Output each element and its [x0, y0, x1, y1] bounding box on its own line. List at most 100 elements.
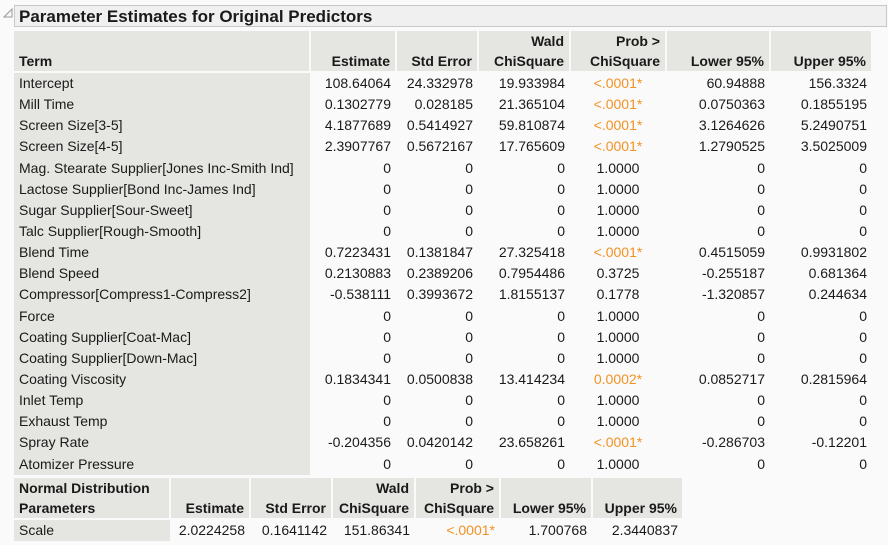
- collapse-triangle-icon[interactable]: [3, 8, 13, 18]
- term-cell: Atomizer Pressure: [14, 453, 310, 475]
- value-cell: 24.332978: [406, 75, 473, 92]
- column-header[interactable]: Lower 95%: [666, 31, 771, 73]
- value-cell: 0.0420142: [406, 434, 473, 451]
- value-cell: 0.0002*: [593, 371, 643, 388]
- value-cell: 0: [557, 180, 565, 197]
- value-cell: 1.0000: [596, 455, 640, 472]
- table-row: Blend Time 0.7223431 0.1381847 27.325418 <.0…: [14, 242, 872, 264]
- table-row: Scale 2.0224258 0.1641142 151.86341 <.0001* 1…: [14, 519, 683, 542]
- table-row: Exhaust Temp 0 0 0 1.0000 0 0: [14, 411, 872, 433]
- value-cell: 2.3440837: [611, 522, 678, 539]
- value-cell: 0: [757, 223, 765, 240]
- value-cell: 0.0750363: [698, 96, 765, 113]
- value-cell: 0: [557, 223, 565, 240]
- value-cell: 0.1855195: [800, 96, 867, 113]
- column-header[interactable]: Term: [14, 31, 311, 73]
- value-cell: 0: [757, 349, 765, 366]
- column-header[interactable]: Lower 95%: [500, 478, 593, 520]
- value-cell: 17.765609: [498, 138, 565, 155]
- value-cell: 0: [465, 159, 473, 176]
- value-cell: 0.1302779: [324, 96, 391, 113]
- value-cell: 0: [557, 307, 565, 324]
- column-header-line: [176, 478, 244, 498]
- column-header-line: Parameters: [19, 500, 96, 516]
- value-cell: 1.0000: [596, 201, 640, 218]
- value-cell: 23.658261: [498, 434, 565, 451]
- column-header[interactable]: Estimate: [170, 478, 251, 520]
- value-cell: 0.7223431: [324, 244, 391, 261]
- value-cell: -0.12201: [811, 434, 867, 451]
- term-cell: Mag. Stearate Supplier[Jones Inc-Smith I…: [14, 157, 310, 179]
- value-cell: 1.0000: [596, 307, 640, 324]
- column-header[interactable]: Upper 95%: [770, 31, 873, 73]
- value-cell: 0.2130883: [324, 265, 391, 282]
- table-row: Force 0 0 0 1.0000 0 0: [14, 305, 872, 327]
- value-cell: 0: [465, 349, 473, 366]
- value-cell: 0.0852717: [698, 371, 765, 388]
- value-cell: 1.700768: [528, 522, 587, 539]
- value-cell: 0: [383, 455, 391, 472]
- value-cell: 0.3725: [596, 265, 640, 282]
- value-cell: 0: [465, 307, 473, 324]
- value-cell: <.0001*: [593, 117, 643, 134]
- value-cell: 0: [757, 180, 765, 197]
- value-cell: 0: [383, 307, 391, 324]
- column-header-line: Wald: [531, 33, 564, 49]
- value-cell: 0: [557, 328, 565, 345]
- value-cell: 0: [859, 455, 867, 472]
- value-cell: 0: [557, 201, 565, 218]
- value-cell: 0: [859, 413, 867, 430]
- value-cell: 0: [383, 392, 391, 409]
- value-cell: 0: [383, 413, 391, 430]
- column-header[interactable]: Prob > ChiSquare: [415, 478, 501, 520]
- value-cell: 0.2389206: [406, 265, 473, 282]
- value-cell: 0.4515059: [698, 244, 765, 261]
- term-cell: Coating Supplier[Down-Mac]: [14, 347, 310, 369]
- value-cell: 21.365104: [498, 96, 565, 113]
- term-cell: Coating Supplier[Coat-Mac]: [14, 326, 310, 348]
- table-row: Talc Supplier[Rough-Smooth] 0 0 0 1.0000 0 0: [14, 220, 872, 243]
- value-cell: 0.0500838: [406, 371, 473, 388]
- value-cell: 5.2490751: [800, 117, 867, 134]
- table-row: Screen Size[4-5] 2.3907767 0.5672167 17.765…: [14, 136, 872, 158]
- value-cell: 0: [859, 180, 867, 197]
- value-cell: 0.1641142: [261, 522, 327, 539]
- value-cell: 0: [557, 413, 565, 430]
- value-cell: 0: [465, 328, 473, 345]
- value-cell: <.0001*: [593, 96, 643, 113]
- column-header-line: ChiSquare: [493, 53, 564, 69]
- column-header-line: ChiSquare: [338, 500, 409, 516]
- term-cell: Talc Supplier[Rough-Smooth]: [14, 220, 310, 243]
- value-cell: 4.1877689: [324, 117, 391, 134]
- column-header[interactable]: Wald ChiSquare: [478, 31, 571, 73]
- table-row: Compressor[Compress1-Compress2] -0.538111…: [14, 284, 872, 306]
- value-cell: 19.933984: [498, 75, 565, 92]
- column-header[interactable]: Estimate: [310, 31, 397, 73]
- table-row: Mill Time 0.1302779 0.028185 21.365104 <.000…: [14, 94, 872, 116]
- value-cell: 0.1778: [596, 286, 640, 303]
- value-cell: 1.0000: [596, 328, 640, 345]
- value-cell: 0: [757, 392, 765, 409]
- value-cell: 0: [557, 392, 565, 409]
- value-cell: 0: [757, 455, 765, 472]
- column-header[interactable]: Normal Distribution Parameters: [14, 478, 171, 520]
- value-cell: 0: [383, 349, 391, 366]
- column-header-line: ChiSquare: [589, 53, 660, 69]
- column-header-line: Estimate: [331, 53, 390, 69]
- column-header[interactable]: Std Error: [396, 31, 479, 73]
- column-header[interactable]: Wald ChiSquare: [332, 478, 416, 520]
- column-header[interactable]: Prob > ChiSquare: [570, 31, 667, 73]
- value-cell: 0: [383, 159, 391, 176]
- column-header-line: Normal Distribution: [19, 480, 150, 496]
- column-header-line: Std Error: [265, 500, 326, 516]
- value-cell: 0: [859, 201, 867, 218]
- column-header[interactable]: Std Error: [250, 478, 333, 520]
- distribution-parameters-table: Normal Distribution Parameters Estimate S…: [14, 478, 684, 542]
- value-cell: 0.7954486: [498, 265, 565, 282]
- column-header[interactable]: Upper 95%: [592, 478, 684, 520]
- value-cell: 1.0000: [596, 223, 640, 240]
- value-cell: 0.1381847: [406, 244, 473, 261]
- value-cell: 0: [383, 201, 391, 218]
- column-header-line: [776, 31, 866, 51]
- column-header-line: Std Error: [411, 53, 472, 69]
